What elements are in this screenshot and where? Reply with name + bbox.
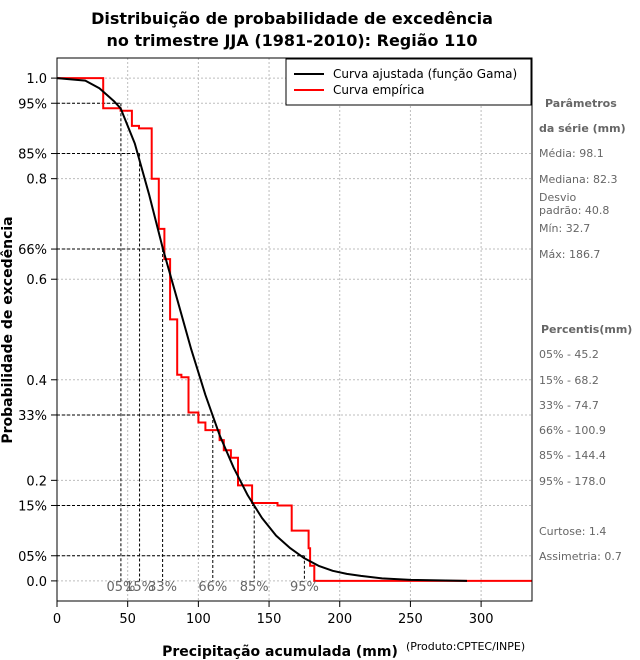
grid-lines — [56, 58, 532, 601]
percentil-85: 85% - 144.4 — [539, 449, 606, 462]
param-mediana: Mediana: 82.3 — [539, 173, 617, 186]
y-tick-label: 0.6 — [26, 273, 47, 288]
chart-title-line1: Distribuição de probabilidade de excedên… — [91, 9, 493, 28]
y-tick-label: 15% — [18, 499, 47, 514]
param-min: Mín: 32.7 — [539, 222, 590, 235]
y-tick-label: 33% — [18, 409, 47, 424]
percentile-label: 95% — [290, 580, 319, 595]
percentis-title: Percentis(mm) — [541, 323, 632, 336]
x-tick-label: 50 — [119, 612, 136, 627]
assimetria-value: Assimetria: 0.7 — [539, 550, 622, 563]
param-max: Máx: 186.7 — [539, 248, 600, 261]
percentile-label: 33% — [148, 580, 177, 595]
chart-title-line2: no trimestre JJA (1981-2010): Região 110 — [106, 31, 477, 50]
series-layer — [56, 77, 532, 582]
x-tick-label: 200 — [327, 612, 352, 627]
x-tick-label: 250 — [398, 612, 423, 627]
credit-text: (Produto:CPTEC/INPE) — [406, 640, 525, 653]
percentile-label: 85% — [240, 580, 269, 595]
param-desvio-2: padrão: 40.8 — [539, 204, 609, 217]
params-title-2: da série (mm) — [539, 122, 626, 135]
percentil-15: 15% - 68.2 — [539, 374, 599, 387]
percentil-33: 33% - 74.7 — [539, 399, 599, 412]
x-axis-title: Precipitação acumulada (mm) — [162, 644, 398, 660]
x-tick-label: 300 — [469, 612, 494, 627]
y-tick-label: 0.4 — [26, 374, 47, 389]
empirical-curve — [57, 77, 532, 582]
legend-empirical-label: Curva empírica — [333, 83, 424, 97]
y-tick-label: 05% — [18, 550, 47, 565]
y-tick-label: 1.0 — [26, 72, 47, 87]
x-tick-label: 0 — [53, 612, 61, 627]
percentile-guides — [57, 102, 305, 581]
legend-box — [285, 58, 532, 106]
percentile-label: 15% — [125, 580, 154, 595]
percentile-label: 66% — [198, 580, 227, 595]
x-tick-label: 100 — [186, 612, 211, 627]
y-tick-label: 85% — [18, 148, 47, 163]
percentile-labels: 05%15%33% 66% 85% 95% — [106, 580, 318, 595]
param-media: Média: 98.1 — [539, 147, 604, 160]
y-axis-title: Probabilidade de excedência — [0, 216, 16, 443]
params-title-1: Parâmetros — [545, 97, 617, 110]
percentil-95: 95% - 178.0 — [539, 475, 606, 488]
plot-frame — [56, 57, 533, 602]
y-tick-label: 95% — [18, 97, 47, 112]
side-panel: Parâmetros da série (mm) Média: 98.1 Med… — [539, 97, 632, 563]
percentile-label: 05% — [106, 580, 135, 595]
axes: 0 50 100 150 200 250 3000.005%15%0.233%0.40.66… — [18, 72, 493, 627]
curtose-value: Curtose: 1.4 — [539, 525, 606, 538]
fitted-gamma-curve — [56, 77, 468, 582]
legend: Curva ajustada (função Gama) Curva empír… — [285, 58, 532, 106]
percentil-05: 05% - 45.2 — [539, 348, 599, 361]
y-tick-label: 0.8 — [26, 173, 47, 188]
legend-fitted-label: Curva ajustada (função Gama) — [333, 67, 517, 81]
y-tick-label: 0.0 — [26, 575, 47, 590]
percentil-66: 66% - 100.9 — [539, 424, 606, 437]
y-tick-label: 0.2 — [26, 474, 47, 489]
x-tick-label: 150 — [257, 612, 282, 627]
param-desvio-1: Desvio — [539, 191, 577, 204]
y-tick-label: 66% — [18, 243, 47, 258]
